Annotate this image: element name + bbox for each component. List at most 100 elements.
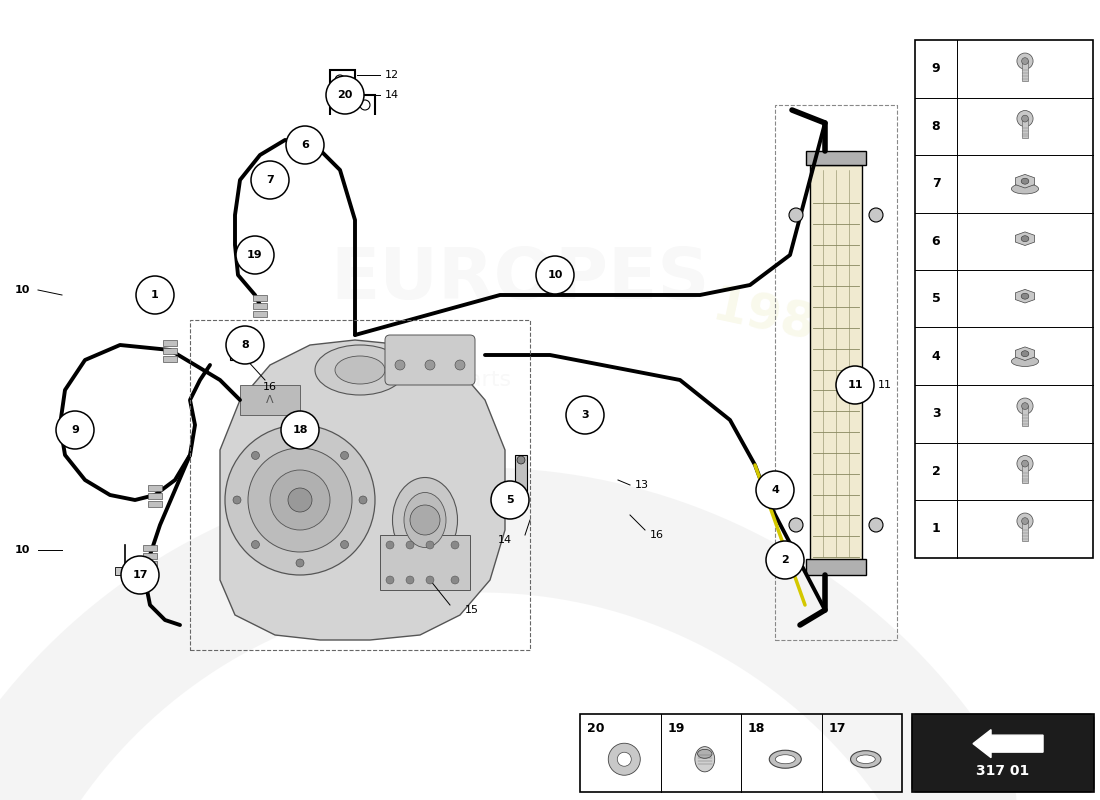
Circle shape (789, 518, 803, 532)
Circle shape (226, 425, 375, 575)
Bar (148, 501, 162, 507)
Ellipse shape (404, 493, 446, 547)
Circle shape (251, 161, 289, 199)
Bar (116, 567, 130, 575)
Circle shape (406, 541, 414, 549)
Text: 17: 17 (828, 722, 846, 735)
FancyArrow shape (974, 730, 1043, 758)
Circle shape (248, 448, 352, 552)
Ellipse shape (1021, 178, 1028, 184)
Bar (806, 151, 866, 165)
Polygon shape (1015, 347, 1035, 361)
Ellipse shape (850, 750, 881, 768)
Ellipse shape (1021, 236, 1028, 242)
Circle shape (1016, 110, 1033, 126)
Bar (379, 535, 470, 590)
Bar (776, 105, 896, 640)
Text: 7: 7 (932, 178, 940, 190)
Bar (190, 320, 530, 650)
Ellipse shape (695, 746, 715, 772)
Bar (143, 553, 157, 559)
Text: 2: 2 (781, 555, 789, 565)
Circle shape (1016, 513, 1033, 529)
Text: 10: 10 (14, 545, 30, 555)
Circle shape (121, 556, 160, 594)
Text: 9: 9 (932, 62, 940, 75)
Circle shape (288, 488, 312, 512)
Bar (148, 493, 162, 499)
Polygon shape (220, 340, 505, 640)
Text: 19: 19 (248, 250, 263, 260)
Text: 11: 11 (878, 380, 892, 390)
Circle shape (406, 576, 414, 584)
Bar (163, 340, 177, 346)
Circle shape (280, 411, 319, 449)
Circle shape (491, 481, 529, 519)
Text: 11: 11 (847, 380, 862, 390)
Circle shape (1016, 398, 1033, 414)
Bar (253, 311, 267, 317)
Bar (1023, 464, 1027, 483)
Circle shape (226, 326, 264, 364)
Circle shape (869, 518, 883, 532)
Text: 15: 15 (465, 605, 478, 615)
Text: 3: 3 (581, 410, 589, 420)
Circle shape (1022, 518, 1028, 525)
Text: a place to buy parts: a place to buy parts (288, 370, 512, 390)
Bar (163, 348, 177, 354)
Bar (810, 165, 862, 560)
Circle shape (359, 496, 367, 504)
Text: EUROPES: EUROPES (330, 246, 710, 314)
Circle shape (233, 496, 241, 504)
Bar (915, 40, 1093, 558)
Circle shape (386, 576, 394, 584)
Text: 7: 7 (266, 175, 274, 185)
Text: 18: 18 (748, 722, 766, 735)
Circle shape (395, 360, 405, 370)
Circle shape (536, 256, 574, 294)
Text: 10: 10 (14, 285, 30, 295)
Circle shape (136, 276, 174, 314)
Text: 317 01: 317 01 (977, 764, 1030, 778)
Circle shape (286, 126, 324, 164)
Text: 10: 10 (548, 270, 563, 280)
Ellipse shape (1021, 294, 1028, 299)
Circle shape (451, 576, 459, 584)
Ellipse shape (1011, 356, 1038, 366)
Circle shape (360, 100, 370, 110)
FancyBboxPatch shape (385, 335, 475, 385)
Bar (253, 303, 267, 309)
Circle shape (296, 559, 304, 567)
Bar (163, 356, 177, 362)
Circle shape (386, 541, 394, 549)
Bar (230, 335, 248, 360)
Circle shape (455, 360, 465, 370)
Text: 9: 9 (72, 425, 79, 435)
Text: 5: 5 (506, 495, 514, 505)
Polygon shape (1015, 174, 1035, 188)
Bar (806, 559, 866, 575)
Text: Λ: Λ (266, 395, 274, 405)
Text: 4: 4 (771, 485, 779, 495)
Circle shape (341, 541, 349, 549)
Polygon shape (1015, 290, 1035, 303)
Circle shape (517, 486, 525, 494)
Circle shape (270, 470, 330, 530)
Circle shape (1016, 53, 1033, 69)
Circle shape (1022, 58, 1028, 65)
Text: 2: 2 (932, 465, 940, 478)
Circle shape (517, 456, 525, 464)
Circle shape (236, 236, 274, 274)
Circle shape (1022, 460, 1028, 467)
Circle shape (608, 743, 640, 775)
Polygon shape (1015, 232, 1035, 246)
Text: 8: 8 (241, 340, 249, 350)
Text: 8: 8 (932, 120, 940, 133)
Text: 18: 18 (293, 425, 308, 435)
Text: 14: 14 (498, 535, 513, 545)
Text: 20: 20 (587, 722, 605, 735)
Text: 5: 5 (932, 292, 940, 306)
Text: 1: 1 (151, 290, 158, 300)
Circle shape (617, 752, 631, 766)
Bar (1023, 521, 1027, 541)
